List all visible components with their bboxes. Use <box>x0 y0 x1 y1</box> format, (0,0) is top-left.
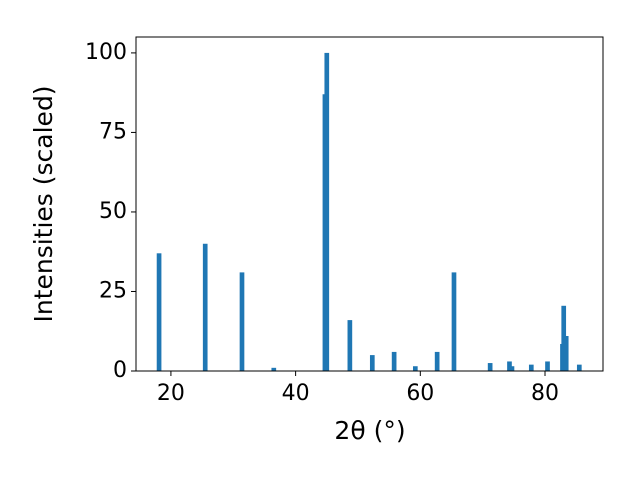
bar <box>561 305 567 371</box>
bar <box>324 52 330 372</box>
bar <box>156 253 162 371</box>
bar <box>391 351 397 371</box>
bar <box>271 367 277 371</box>
x-tick-label: 80 <box>531 381 559 406</box>
y-tick-label: 25 <box>99 278 127 303</box>
bar <box>451 272 457 371</box>
bar <box>576 364 582 371</box>
y-tick-label: 100 <box>85 40 127 65</box>
bar <box>239 272 245 371</box>
bar <box>412 366 418 371</box>
bar <box>369 355 375 371</box>
bar <box>347 320 353 371</box>
bar <box>563 336 569 371</box>
y-tick-label: 75 <box>99 119 127 144</box>
y-axis-label: Intensities (scaled) <box>29 85 58 322</box>
axes-frame <box>135 36 604 372</box>
bar <box>507 361 512 371</box>
x-tick-label: 20 <box>157 381 185 406</box>
x-tick-label: 40 <box>282 381 310 406</box>
y-tick-label: 0 <box>113 358 127 383</box>
bar <box>509 366 515 371</box>
y-tick-label: 50 <box>99 199 127 224</box>
x-axis-label: 2θ (°) <box>334 416 405 445</box>
bar <box>528 364 534 371</box>
bar <box>202 243 208 371</box>
bar <box>545 361 550 371</box>
x-tick-label: 60 <box>406 381 434 406</box>
bar <box>487 363 493 371</box>
bar <box>434 351 440 371</box>
